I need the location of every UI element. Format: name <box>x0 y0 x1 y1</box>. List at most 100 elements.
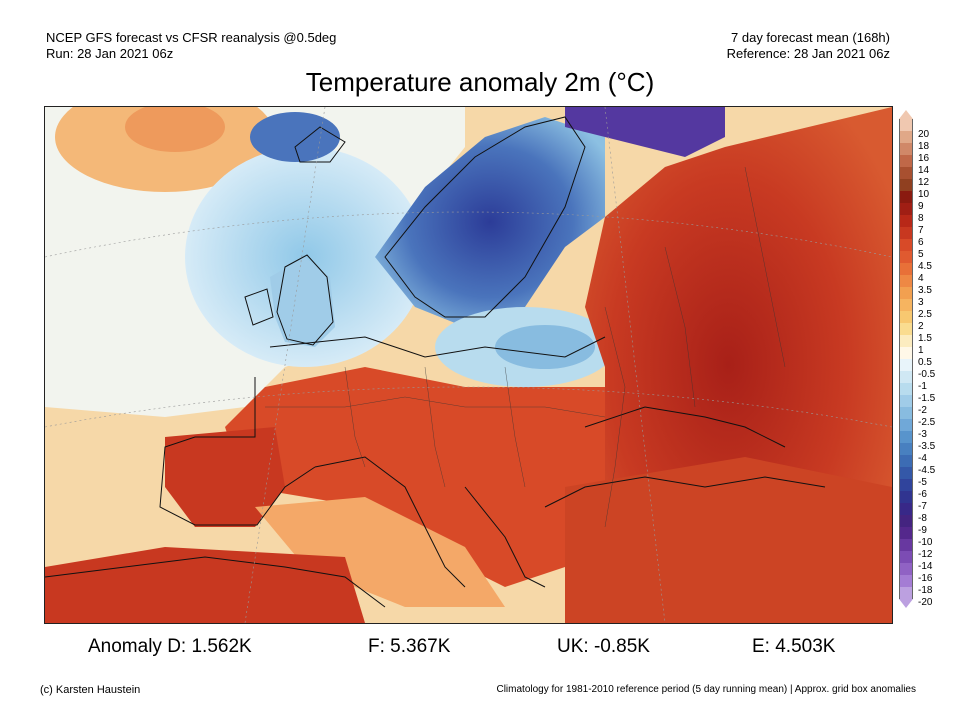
coastlines <box>45 116 826 608</box>
colorbar-segment <box>899 527 913 539</box>
colorbar-label: 5 <box>918 249 924 260</box>
uk-cold-patch <box>270 257 335 347</box>
climatology-note: Climatology for 1981-2010 reference peri… <box>496 684 916 695</box>
colorbar <box>899 110 913 608</box>
colorbar-segment <box>899 131 913 143</box>
colorbar-label: -2.5 <box>918 417 936 428</box>
colorbar-segment <box>899 359 913 371</box>
colorbar-segment <box>899 323 913 335</box>
colorbar-label: -7 <box>918 501 927 512</box>
graticule <box>45 107 892 623</box>
colorbar-label: -10 <box>918 537 933 548</box>
header-right: 7 day forecast mean (168h) Reference: 28… <box>727 30 890 62</box>
baltic-cold-core <box>495 325 595 369</box>
country-borders <box>265 166 786 528</box>
colorbar-segment <box>899 491 913 503</box>
colorbar-segment <box>899 407 913 419</box>
map-title: Temperature anomaly 2m (°C) <box>305 67 655 97</box>
colorbar-label: 3.5 <box>918 285 932 296</box>
colorbar-segment <box>899 431 913 443</box>
reference-time: Reference: 28 Jan 2021 06z <box>726 46 890 61</box>
colorbar-label: 20 <box>918 129 930 140</box>
colorbar-label: -8 <box>918 513 927 524</box>
colorbar-label: 6 <box>918 237 924 248</box>
colorbar-segment <box>899 587 913 599</box>
colorbar-label: 8 <box>918 213 924 224</box>
colorbar-label: -4.5 <box>918 465 936 476</box>
map-graphic <box>45 107 892 623</box>
colorbar-segment <box>899 419 913 431</box>
colorbar-segment <box>899 539 913 551</box>
iberia-warm-zone <box>165 427 285 527</box>
colorbar-label: -3.5 <box>918 441 936 452</box>
mediterranean-warm-zone <box>255 497 505 607</box>
colorbar-label: -1 <box>918 381 927 392</box>
colorbar-segment <box>899 371 913 383</box>
forecast-period: 7 day forecast mean (168h) <box>731 30 890 45</box>
stat-germany: Anomaly D: 1.562K <box>88 636 252 657</box>
colorbar-segment <box>899 383 913 395</box>
turkey-warm-zone <box>565 457 892 623</box>
colorbar-label: 2.5 <box>918 309 932 320</box>
colorbar-label: 4.5 <box>918 261 932 272</box>
north-atlantic-warm-core <box>125 107 225 152</box>
colorbar-segment <box>899 299 913 311</box>
colorbar-segment <box>899 467 913 479</box>
colorbar-label: -0.5 <box>918 369 936 380</box>
colorbar-segment <box>899 251 913 263</box>
copyright: (c) Karsten Haustein <box>40 684 141 696</box>
colorbar-segment <box>899 479 913 491</box>
colorbar-label: -3 <box>918 429 927 440</box>
colorbar-label: 12 <box>918 177 930 188</box>
iceland-cold-spot <box>250 112 340 162</box>
run-time: Run: 28 Jan 2021 06z <box>46 46 174 61</box>
arctic-cold-patch <box>565 107 725 157</box>
colorbar-label: -4 <box>918 453 927 464</box>
colorbar-label: 16 <box>918 153 930 164</box>
colorbar-label: 18 <box>918 141 930 152</box>
colorbar-segment <box>899 215 913 227</box>
colorbar-segment <box>899 227 913 239</box>
colorbar-segment <box>899 119 913 131</box>
colorbar-label: -6 <box>918 489 927 500</box>
colorbar-segment <box>899 335 913 347</box>
colorbar-top-arrow <box>899 110 913 119</box>
colorbar-label: -1.5 <box>918 393 936 404</box>
colorbar-segment <box>899 311 913 323</box>
stat-uk: UK: -0.85K <box>557 636 650 657</box>
header-left: NCEP GFS forecast vs CFSR reanalysis @0.… <box>46 30 336 62</box>
colorbar-label: 3 <box>918 297 924 308</box>
stat-france: F: 5.367K <box>368 636 451 657</box>
colorbar-segment <box>899 563 913 575</box>
colorbar-segment <box>899 203 913 215</box>
colorbar-label: -2 <box>918 405 927 416</box>
colorbar-label: -16 <box>918 573 933 584</box>
colorbar-label: -20 <box>918 597 933 608</box>
colorbar-label: 1 <box>918 345 924 356</box>
colorbar-segment <box>899 239 913 251</box>
colorbar-segment <box>899 443 913 455</box>
colorbar-label: 10 <box>918 189 930 200</box>
colorbar-label: 4 <box>918 273 924 284</box>
colorbar-segment <box>899 275 913 287</box>
colorbar-segment <box>899 263 913 275</box>
colorbar-segment <box>899 179 913 191</box>
model-description: NCEP GFS forecast vs CFSR reanalysis @0.… <box>46 30 337 45</box>
colorbar-label: 14 <box>918 165 930 176</box>
colorbar-segment <box>899 575 913 587</box>
colorbar-segment <box>899 347 913 359</box>
colorbar-segment <box>899 191 913 203</box>
colorbar-label: 1.5 <box>918 333 932 344</box>
colorbar-label: 0.5 <box>918 357 932 368</box>
colorbar-segment <box>899 155 913 167</box>
colorbar-label: -9 <box>918 525 927 536</box>
north-africa-warm-zone <box>45 547 365 623</box>
colorbar-label: -14 <box>918 561 933 572</box>
colorbar-segment <box>899 503 913 515</box>
colorbar-segment <box>899 551 913 563</box>
anomaly-map <box>44 106 893 624</box>
colorbar-label: -5 <box>918 477 927 488</box>
colorbar-segment <box>899 455 913 467</box>
colorbar-segment <box>899 395 913 407</box>
colorbar-label: 7 <box>918 225 924 236</box>
